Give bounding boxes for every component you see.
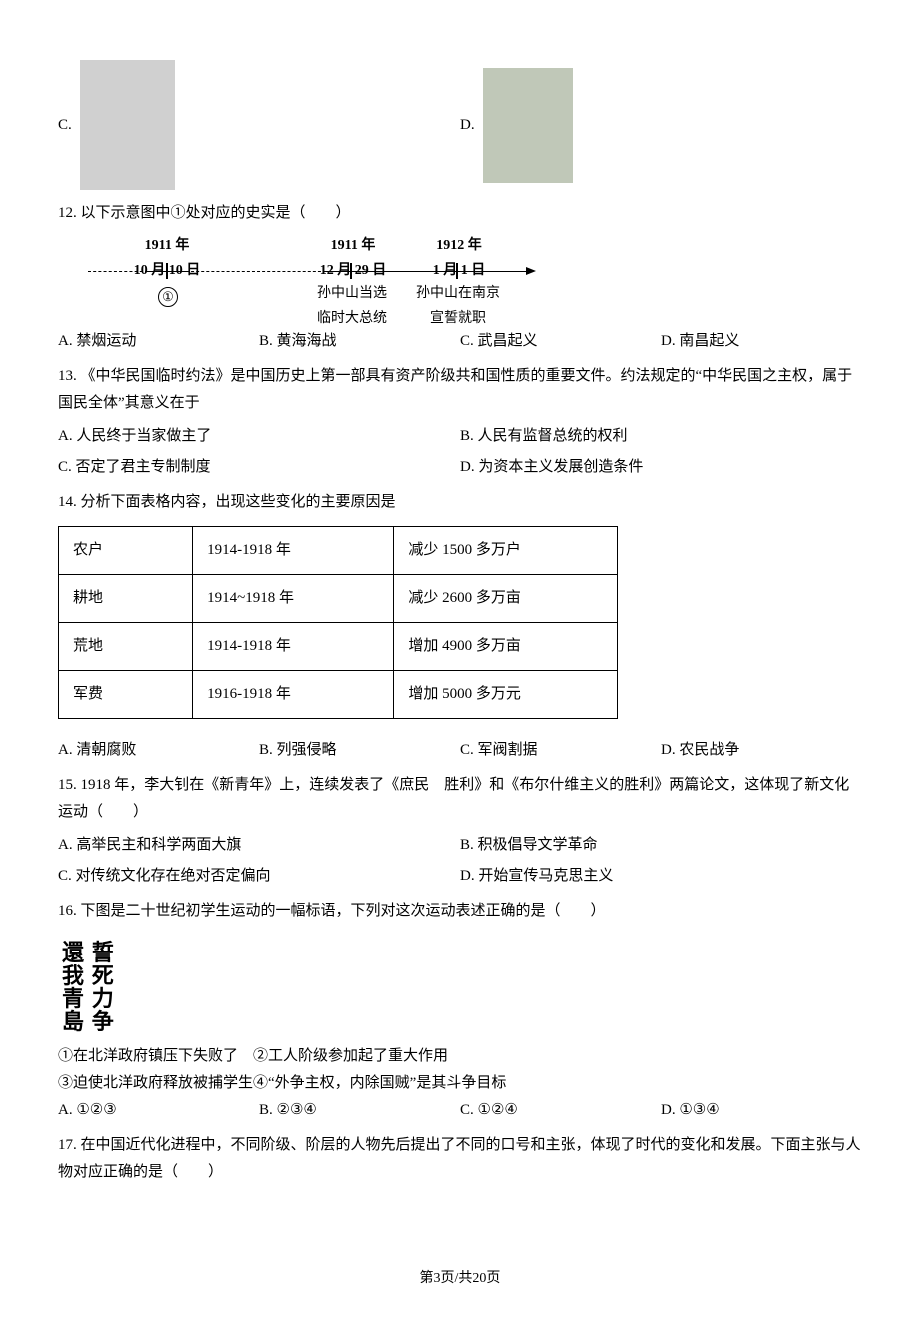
question-16: 16. 下图是二十世纪初学生运动的一幅标语，下列对这次运动表述正确的是（ ） 還… <box>58 898 862 1124</box>
q13-number: 13. <box>58 368 77 384</box>
q14-text: 14. 分析下面表格内容，出现这些变化的主要原因是 <box>58 489 862 516</box>
q12-opt-a[interactable]: A. 禁烟运动 <box>58 328 259 355</box>
q14-body: 分析下面表格内容，出现这些变化的主要原因是 <box>81 494 396 510</box>
question-15: 15. 1918 年，李大钊在《新青年》上，连续发表了《庶民 胜利》和《布尔什维… <box>58 772 862 890</box>
cell: 耕地 <box>59 575 193 623</box>
q16-statements-2: ③迫使北洋政府释放被捕学生④“外争主权，内除国贼”是其斗争目标 <box>58 1070 862 1097</box>
timeline-date-1: 1911 年 10 月 10 日 <box>122 233 212 283</box>
date3-line1: 1912 年 <box>414 233 504 258</box>
q16-opt-d[interactable]: D. ①③④ <box>661 1097 862 1124</box>
q13-opt-d[interactable]: D. 为资本主义发展创造条件 <box>460 454 862 481</box>
q15-opt-a[interactable]: A. 高举民主和科学两面大旗 <box>58 832 460 859</box>
q12-options: A. 禁烟运动 B. 黄海海战 C. 武昌起义 D. 南昌起义 <box>58 328 862 355</box>
timeline-date-3: 1912 年 1 月 1 日 <box>414 233 504 283</box>
q16-text: 16. 下图是二十世纪初学生运动的一幅标语，下列对这次运动表述正确的是（ ） <box>58 898 862 925</box>
q16-options: A. ①②③ B. ②③④ C. ①②④ D. ①③④ <box>58 1097 862 1124</box>
q14-opt-b[interactable]: B. 列强侵略 <box>259 737 460 764</box>
table-row: 农户 1914-1918 年 减少 1500 多万户 <box>59 527 618 575</box>
option-label-d: D. <box>460 112 475 139</box>
cell: 1914-1918 年 <box>193 527 394 575</box>
slogan-col-2: 還我青島 <box>60 941 86 1033</box>
q16-number: 16. <box>58 903 77 919</box>
cell: 1916-1918 年 <box>193 671 394 719</box>
question-12: 12. 以下示意图中①处对应的史实是（ ） 1911 年 10 月 10 日 1… <box>58 200 862 355</box>
cell: 1914-1918 年 <box>193 623 394 671</box>
q13-text: 13. 《中华民国临时约法》是中国历史上第一部具有资产阶级共和国性质的重要文件。… <box>58 363 862 417</box>
image-c-placeholder <box>80 60 175 190</box>
q14-number: 14. <box>58 494 77 510</box>
cell: 增加 5000 多万元 <box>394 671 618 719</box>
slogan-image: 還我青島 誓死力争 <box>58 937 118 1037</box>
cell: 荒地 <box>59 623 193 671</box>
q15-body: 1918 年，李大钊在《新青年》上，连续发表了《庶民 胜利》和《布尔什维主义的胜… <box>58 777 849 820</box>
table-row: 军费 1916-1918 年 增加 5000 多万元 <box>59 671 618 719</box>
slogan-col-1: 誓死力争 <box>90 941 116 1033</box>
q14-table: 农户 1914-1918 年 减少 1500 多万户 耕地 1914~1918 … <box>58 526 618 719</box>
q15-number: 15. <box>58 777 77 793</box>
q16-opt-b[interactable]: B. ②③④ <box>259 1097 460 1124</box>
table-row: 荒地 1914-1918 年 增加 4900 多万亩 <box>59 623 618 671</box>
q12-number: 12. <box>58 205 77 221</box>
q16-opt-a[interactable]: A. ①②③ <box>58 1097 259 1124</box>
q15-opt-c[interactable]: C. 对传统文化存在绝对否定偏向 <box>58 863 460 890</box>
date2-line2: 12 月 29 日 <box>308 258 398 283</box>
circled-1: ① <box>158 287 178 307</box>
q15-opt-d[interactable]: D. 开始宣传马克思主义 <box>460 863 862 890</box>
date3-line2: 1 月 1 日 <box>414 258 504 283</box>
table-row: 耕地 1914~1918 年 减少 2600 多万亩 <box>59 575 618 623</box>
q15-text: 15. 1918 年，李大钊在《新青年》上，连续发表了《庶民 胜利》和《布尔什维… <box>58 772 862 826</box>
label3-line1: 孙中山在南京 <box>408 281 508 306</box>
date1-line1: 1911 年 <box>122 233 212 258</box>
date2-line1: 1911 年 <box>308 233 398 258</box>
cell: 军费 <box>59 671 193 719</box>
cell: 增加 4900 多万亩 <box>394 623 618 671</box>
q12-text: 12. 以下示意图中①处对应的史实是（ ） <box>58 200 862 227</box>
q13-options-row2: C. 否定了君主专制制度 D. 为资本主义发展创造条件 <box>58 454 862 481</box>
q12-body: 以下示意图中①处对应的史实是（ ） <box>81 205 351 221</box>
q17-body: 在中国近代化进程中，不同阶级、阶层的人物先后提出了不同的口号和主张，体现了时代的… <box>58 1137 861 1180</box>
label2-line1: 孙中山当选 <box>302 281 402 306</box>
option-label-c: C. <box>58 112 72 139</box>
q14-opt-d[interactable]: D. 农民战争 <box>661 737 862 764</box>
date1-line2: 10 月 10 日 <box>122 258 212 283</box>
q13-options-row1: A. 人民终于当家做主了 B. 人民有监督总统的权利 <box>58 423 862 450</box>
cell: 农户 <box>59 527 193 575</box>
q13-opt-c[interactable]: C. 否定了君主专制制度 <box>58 454 460 481</box>
label3-line2: 宣誓就职 <box>408 306 508 331</box>
timeline-date-2: 1911 年 12 月 29 日 <box>308 233 398 283</box>
q11-option-c[interactable]: C. <box>58 60 460 190</box>
q13-opt-b[interactable]: B. 人民有监督总统的权利 <box>460 423 862 450</box>
q11-cd-row: C. D. <box>58 60 862 190</box>
question-17: 17. 在中国近代化进程中，不同阶级、阶层的人物先后提出了不同的口号和主张，体现… <box>58 1132 862 1186</box>
question-14: 14. 分析下面表格内容，出现这些变化的主要原因是 农户 1914-1918 年… <box>58 489 862 764</box>
cell: 1914~1918 年 <box>193 575 394 623</box>
q15-options-row2: C. 对传统文化存在绝对否定偏向 D. 开始宣传马克思主义 <box>58 863 862 890</box>
q17-text: 17. 在中国近代化进程中，不同阶级、阶层的人物先后提出了不同的口号和主张，体现… <box>58 1132 862 1186</box>
q16-statements-1: ①在北洋政府镇压下失败了 ②工人阶级参加起了重大作用 <box>58 1043 862 1070</box>
q14-options: A. 清朝腐败 B. 列强侵略 C. 军阀割据 D. 农民战争 <box>58 737 862 764</box>
q15-opt-b[interactable]: B. 积极倡导文学革命 <box>460 832 862 859</box>
q15-options-row1: A. 高举民主和科学两面大旗 B. 积极倡导文学革命 <box>58 832 862 859</box>
q12-opt-c[interactable]: C. 武昌起义 <box>460 328 661 355</box>
q14-opt-c[interactable]: C. 军阀割据 <box>460 737 661 764</box>
q16-opt-c[interactable]: C. ①②④ <box>460 1097 661 1124</box>
q13-body: 《中华民国临时约法》是中国历史上第一部具有资产阶级共和国性质的重要文件。约法规定… <box>58 368 852 411</box>
cell: 减少 2600 多万亩 <box>394 575 618 623</box>
q14-opt-a[interactable]: A. 清朝腐败 <box>58 737 259 764</box>
label2-line2: 临时大总统 <box>302 306 402 331</box>
timeline-diagram: 1911 年 10 月 10 日 1911 年 12 月 29 日 1912 年… <box>88 233 538 318</box>
timeline-label-3: 孙中山在南京 宣誓就职 <box>408 281 508 331</box>
timeline-label-2: 孙中山当选 临时大总统 <box>302 281 402 331</box>
page-footer: 第3页/共20页 <box>58 1266 862 1291</box>
cell: 减少 1500 多万户 <box>394 527 618 575</box>
image-d-placeholder <box>483 68 573 183</box>
q13-opt-a[interactable]: A. 人民终于当家做主了 <box>58 423 460 450</box>
question-13: 13. 《中华民国临时约法》是中国历史上第一部具有资产阶级共和国性质的重要文件。… <box>58 363 862 481</box>
q17-number: 17. <box>58 1137 77 1153</box>
timeline-mark-1: ① <box>118 285 218 310</box>
q12-opt-b[interactable]: B. 黄海海战 <box>259 328 460 355</box>
q16-body: 下图是二十世纪初学生运动的一幅标语，下列对这次运动表述正确的是（ ） <box>81 903 606 919</box>
q11-option-d[interactable]: D. <box>460 68 862 183</box>
q12-opt-d[interactable]: D. 南昌起义 <box>661 328 862 355</box>
